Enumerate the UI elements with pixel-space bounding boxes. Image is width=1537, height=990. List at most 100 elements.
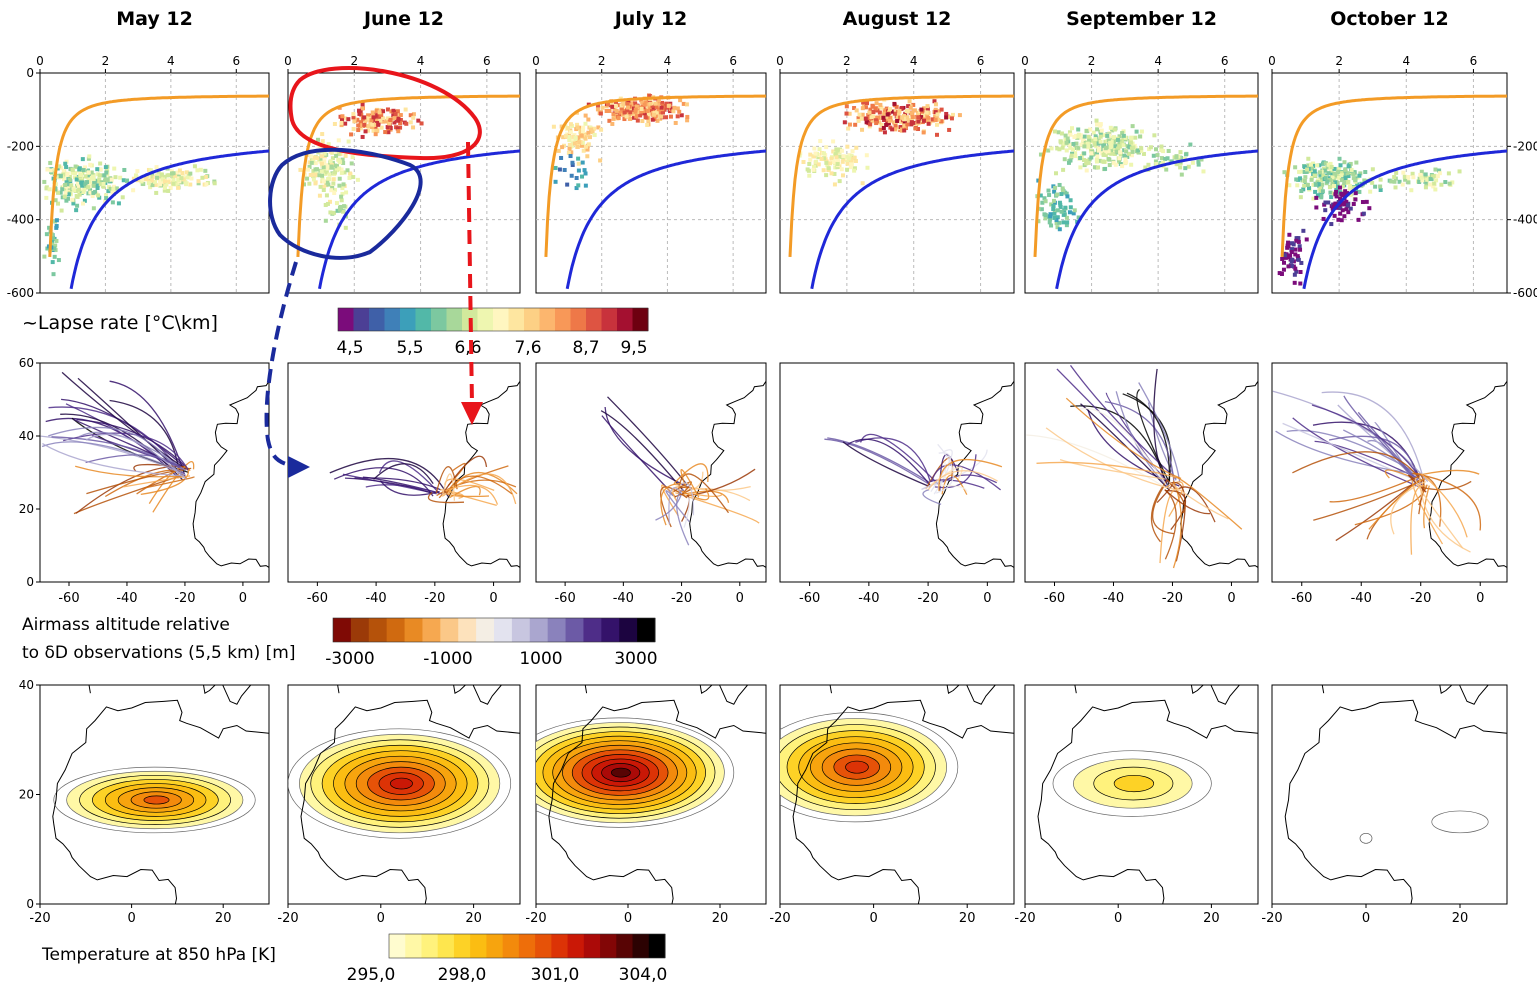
colorbar-swatch [338, 308, 354, 331]
scatter-point [1056, 130, 1061, 135]
scatter-point [1317, 170, 1322, 175]
scatter-point [1124, 154, 1129, 159]
scatter-point [925, 118, 930, 123]
scatter-point [1178, 150, 1183, 155]
scatter-point [860, 112, 865, 117]
scatter-point [1345, 171, 1350, 176]
coastline [1190, 685, 1241, 705]
scatter-point [1334, 194, 1339, 199]
scatter-point [71, 201, 76, 206]
scatter-point [1071, 211, 1076, 216]
scatter-point [44, 186, 49, 191]
scatter-point [377, 110, 382, 115]
trajectory-line [1354, 484, 1428, 526]
scatter-point [86, 170, 91, 175]
scatter-point [1299, 260, 1304, 265]
scatter-point [614, 108, 619, 113]
month-title: October 12 [1330, 8, 1448, 30]
scatter-point [1287, 183, 1292, 188]
scatter-point [905, 115, 910, 120]
trajectory-line [51, 436, 180, 469]
scatter-point [1103, 146, 1108, 151]
scatter-point [616, 103, 621, 108]
scatter-point [853, 159, 858, 164]
scatter-point [1082, 144, 1087, 149]
colorbar-swatch [508, 308, 525, 331]
scatter-point [411, 112, 416, 117]
scatter-point [1052, 189, 1057, 194]
scatter-point [200, 175, 205, 180]
scatter-point [167, 173, 172, 178]
scatter-point [54, 225, 59, 230]
colorbar-swatch [551, 934, 569, 958]
scatter-point [1285, 255, 1290, 260]
scatter-point [624, 114, 629, 119]
scatter-point [1057, 147, 1062, 152]
scatter-point [845, 144, 850, 149]
scatter-point [64, 159, 69, 164]
scatter-point [395, 126, 400, 131]
scatter-point [212, 181, 217, 186]
scatter-point [883, 108, 888, 113]
colorbar-swatch [353, 308, 370, 331]
scatter-point [1303, 175, 1308, 180]
scatter-point [580, 160, 585, 165]
y-tick-label: 40 [19, 678, 34, 692]
scatter-point [340, 186, 345, 191]
scatter-point [668, 114, 673, 119]
scatter-point [325, 201, 330, 206]
colorbar-swatch [421, 934, 439, 958]
trajectory-line [1412, 472, 1482, 531]
scatter-point [1093, 137, 1098, 142]
scatter-point [183, 180, 188, 185]
scatter-point [150, 183, 155, 188]
scatter-point [1117, 156, 1122, 161]
scatter-point [66, 192, 71, 197]
scatter-point [1327, 185, 1332, 190]
scatter-point [1338, 206, 1343, 211]
temperature-panel: -20 0 20 [29, 684, 270, 926]
scatter-point [567, 142, 572, 147]
scatter-point [1143, 165, 1148, 170]
scatter-point [1302, 170, 1307, 175]
trajectory-panel: -60 -40 -20 0 [1271, 362, 1508, 606]
temperature-label: Temperature at 850 hPa [K] [41, 945, 276, 965]
scatter-point [47, 187, 52, 192]
scatter-point [104, 196, 109, 201]
scatter-point [80, 157, 85, 162]
scatter-point [419, 121, 424, 126]
scatter-point [657, 107, 662, 112]
scatter-point [52, 168, 57, 173]
trajectory-line [1384, 469, 1413, 479]
scatter-point [1118, 162, 1123, 167]
scatter-point [1183, 166, 1188, 171]
colorbar-swatch [570, 308, 587, 331]
scatter-point [865, 165, 870, 170]
scatter-point [930, 117, 935, 122]
scatter-point [685, 114, 690, 119]
trajectory-line [1419, 476, 1471, 553]
trajectory-line [373, 463, 434, 485]
scatter-point [1370, 167, 1375, 172]
scatter-point [1129, 162, 1134, 167]
scatter-point [1321, 161, 1326, 166]
scatter-point [318, 184, 323, 189]
scatter-point [1292, 280, 1297, 285]
scatter-point [315, 137, 320, 142]
scatter-point [336, 138, 341, 143]
x-tick-label: 0 [624, 911, 632, 926]
scatter-point [1054, 218, 1059, 223]
scatter-point [1319, 193, 1324, 198]
scatter-point [196, 179, 201, 184]
coastline [936, 528, 1014, 568]
coastline [793, 823, 921, 904]
scatter-point [1299, 188, 1304, 193]
trajectory-line [1410, 485, 1427, 555]
trajectory-line [1292, 417, 1420, 488]
scatter-point [371, 128, 376, 133]
scatter-point [643, 100, 648, 105]
scatter-point [1342, 201, 1347, 206]
scatter-point [81, 201, 86, 206]
scatter-point [63, 191, 68, 196]
